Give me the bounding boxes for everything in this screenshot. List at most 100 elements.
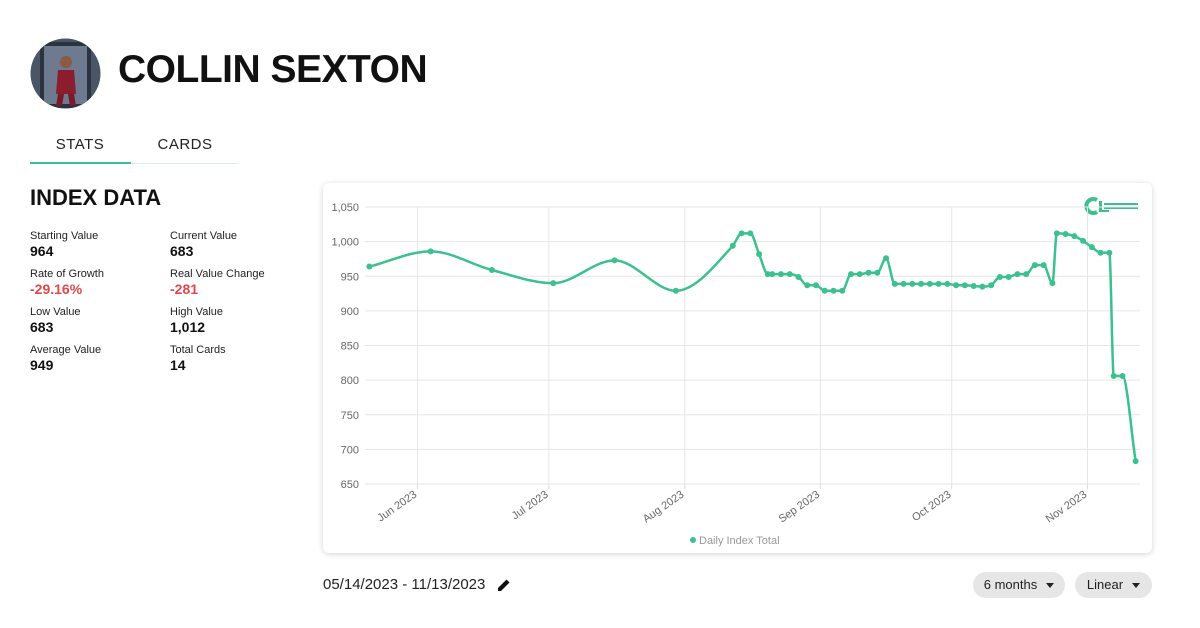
chart-card: 650 700 750 800 850 900 950 1,000 1,050 Jun 2023 J… (323, 183, 1152, 553)
legend-label: Daily Index Total (699, 535, 780, 547)
data-point (1040, 262, 1047, 269)
data-point (1014, 271, 1021, 278)
chart: 650 700 750 800 850 900 950 1,000 1,050 Jun 2023 J… (331, 197, 1140, 547)
y-tick-label: 800 (341, 375, 359, 387)
stat: Starting Value 964 (30, 230, 160, 259)
stat-label: High Value (170, 306, 223, 318)
stat-value: 964 (30, 243, 54, 259)
stat: High Value 1,012 (170, 306, 300, 335)
range-button[interactable]: 6 months (973, 572, 1065, 598)
data-point (1031, 262, 1038, 269)
series-line (369, 232, 1137, 462)
data-point (891, 280, 898, 287)
stat-value: 14 (170, 357, 186, 373)
data-point (786, 271, 793, 278)
logo (1084, 197, 1138, 215)
stat-value: 683 (30, 319, 54, 335)
data-point (1097, 249, 1104, 256)
stat: Average Value 949 (30, 344, 160, 373)
data-point (996, 273, 1003, 280)
data-point (611, 257, 618, 264)
x-tick-label: Jun 2023 (375, 489, 419, 525)
data-point (1062, 231, 1069, 238)
data-point (883, 255, 890, 262)
date-range: 05/14/2023 - 11/13/2023 (323, 576, 486, 593)
range-label: 6 months (983, 577, 1038, 592)
data-point (988, 282, 995, 289)
data-point (874, 269, 881, 276)
stat-label: Low Value (30, 306, 81, 318)
stat: Low Value 683 (30, 306, 160, 335)
stat-value: 683 (170, 243, 194, 259)
data-point (1053, 230, 1060, 237)
data-point (812, 282, 819, 289)
legend-marker (690, 537, 696, 543)
data-point (550, 280, 557, 287)
stat-label: Real Value Change (170, 268, 265, 280)
y-tick-label: 900 (341, 306, 359, 318)
data-point (900, 280, 907, 287)
data-point (672, 287, 679, 294)
data-point (1106, 249, 1113, 256)
stat-label: Rate of Growth (30, 268, 104, 280)
data-point (830, 287, 837, 294)
data-point (839, 287, 846, 294)
edit-icon[interactable] (496, 577, 512, 593)
data-point (1080, 237, 1087, 244)
data-point (1088, 244, 1095, 251)
data-point (366, 263, 373, 270)
stat-value: 1,012 (170, 319, 206, 335)
data-point (764, 271, 771, 278)
data-point (756, 251, 763, 258)
data-point (1071, 233, 1078, 240)
data-point (848, 271, 855, 278)
y-tick-label: 700 (341, 444, 359, 456)
data-point (1119, 372, 1126, 379)
x-tick-label: Oct 2023 (910, 489, 953, 524)
data-point (979, 283, 986, 290)
data-point (1005, 273, 1012, 280)
tab-stats[interactable]: STATS (55, 136, 105, 153)
data-point (944, 280, 951, 287)
stat-label: Average Value (30, 344, 102, 356)
data-point (777, 271, 784, 278)
stat-value: -29.16% (30, 281, 83, 297)
player-name: COLLIN SEXTON (118, 48, 428, 91)
data-point (795, 273, 802, 280)
data-point (738, 230, 745, 237)
scale-button[interactable]: Linear (1075, 572, 1152, 598)
stat: Real Value Change -281 (170, 268, 300, 297)
x-tick-label: Jul 2023 (510, 489, 551, 523)
y-tick-label: 1,000 (331, 237, 359, 249)
data-point (804, 282, 811, 289)
y-tick-label: 950 (341, 271, 359, 283)
data-point (961, 282, 968, 289)
y-tick-label: 650 (341, 479, 359, 491)
tab-cards[interactable]: CARDS (157, 136, 213, 153)
y-tick-label: 1,050 (331, 202, 359, 214)
stat-label: Total Cards (170, 344, 226, 356)
y-tick-label: 750 (341, 410, 359, 422)
stat: Rate of Growth -29.16% (30, 268, 160, 297)
x-tick-label: Aug 2023 (641, 489, 686, 526)
data-point (821, 287, 828, 294)
data-point (918, 280, 925, 287)
data-point (1132, 458, 1139, 465)
data-point (970, 282, 977, 289)
data-point (427, 248, 434, 255)
tab-rule (30, 163, 238, 164)
x-tick-label: Nov 2023 (1044, 489, 1089, 526)
y-tick-label: 850 (341, 341, 359, 353)
data-point (769, 271, 776, 278)
tab-underline (30, 162, 131, 164)
data-point (909, 280, 916, 287)
data-point (729, 242, 736, 249)
data-point (953, 282, 960, 289)
x-tick-label: Sep 2023 (777, 489, 822, 526)
stat-label: Current Value (170, 230, 238, 242)
stat: Total Cards 14 (170, 344, 300, 373)
data-point (926, 280, 933, 287)
avatar (30, 38, 101, 109)
data-point (1023, 271, 1030, 278)
